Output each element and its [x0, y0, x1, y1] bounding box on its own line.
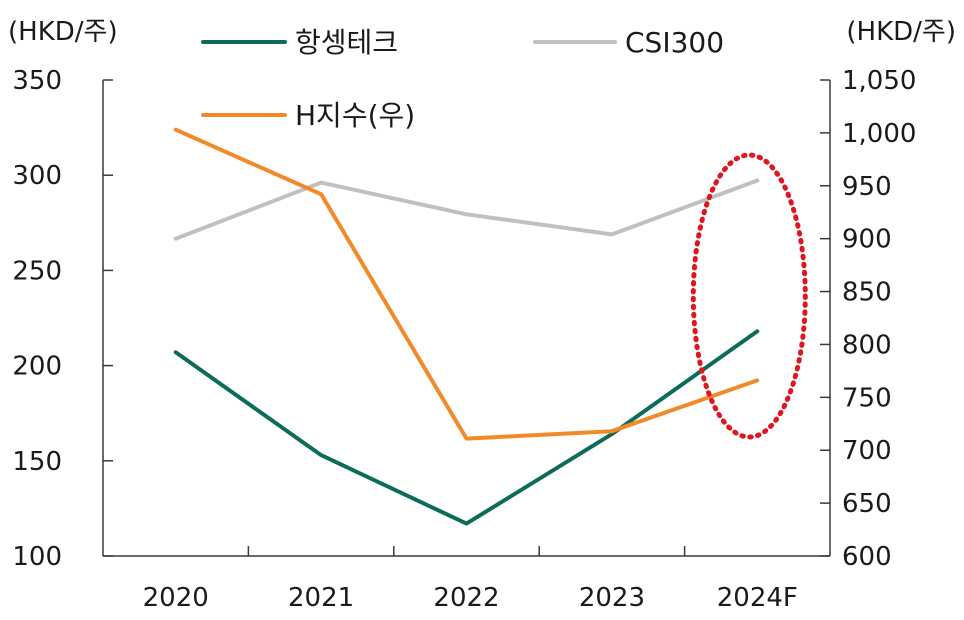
right-tick-label: 1,050 [842, 66, 916, 96]
left-tick-label: 150 [12, 447, 62, 477]
right-tick-label: 1,000 [842, 119, 916, 149]
left-tick-label: 350 [12, 66, 62, 96]
legend-label-1: CSI300 [625, 26, 724, 59]
right-tick-label: 950 [842, 172, 892, 202]
right-tick-label: 850 [842, 278, 892, 308]
axes [102, 79, 831, 557]
left-tick-label: 100 [12, 542, 62, 572]
x-tick-label: 2024F [717, 583, 798, 613]
left-tick-label: 250 [12, 256, 62, 286]
right-tick-label: 900 [842, 225, 892, 255]
right-axis-unit: (HKD/주) [846, 17, 956, 47]
legend-label-2: H지수(우) [295, 99, 415, 132]
right-tick-label: 700 [842, 436, 892, 466]
axis-labels: 350 300 250 200 150 100 1,050 1,000 950 900 850 800… [8, 17, 956, 613]
series-lines [173, 127, 760, 526]
right-tick-label: 750 [842, 383, 892, 413]
forecast-highlight-ellipse [690, 152, 808, 440]
legend-label-0: 항셍테크 [295, 26, 398, 59]
right-tick-label: 800 [842, 330, 892, 360]
series-line-1 [173, 178, 760, 241]
forecast-highlight [690, 152, 808, 440]
x-tick-label: 2020 [143, 583, 209, 613]
right-tick-label: 600 [842, 542, 892, 572]
left-tick-label: 200 [12, 352, 62, 382]
left-tick-label: 300 [12, 161, 62, 191]
series-line-0 [173, 329, 760, 526]
x-tick-label: 2021 [288, 583, 354, 613]
x-tick-label: 2023 [579, 583, 645, 613]
right-tick-label: 650 [842, 489, 892, 519]
series-line-2 [173, 127, 760, 441]
legend: 항셍테크 CSI300 H지수(우) [201, 26, 724, 132]
left-axis-unit: (HKD/주) [8, 17, 118, 47]
x-tick-label: 2022 [433, 583, 499, 613]
